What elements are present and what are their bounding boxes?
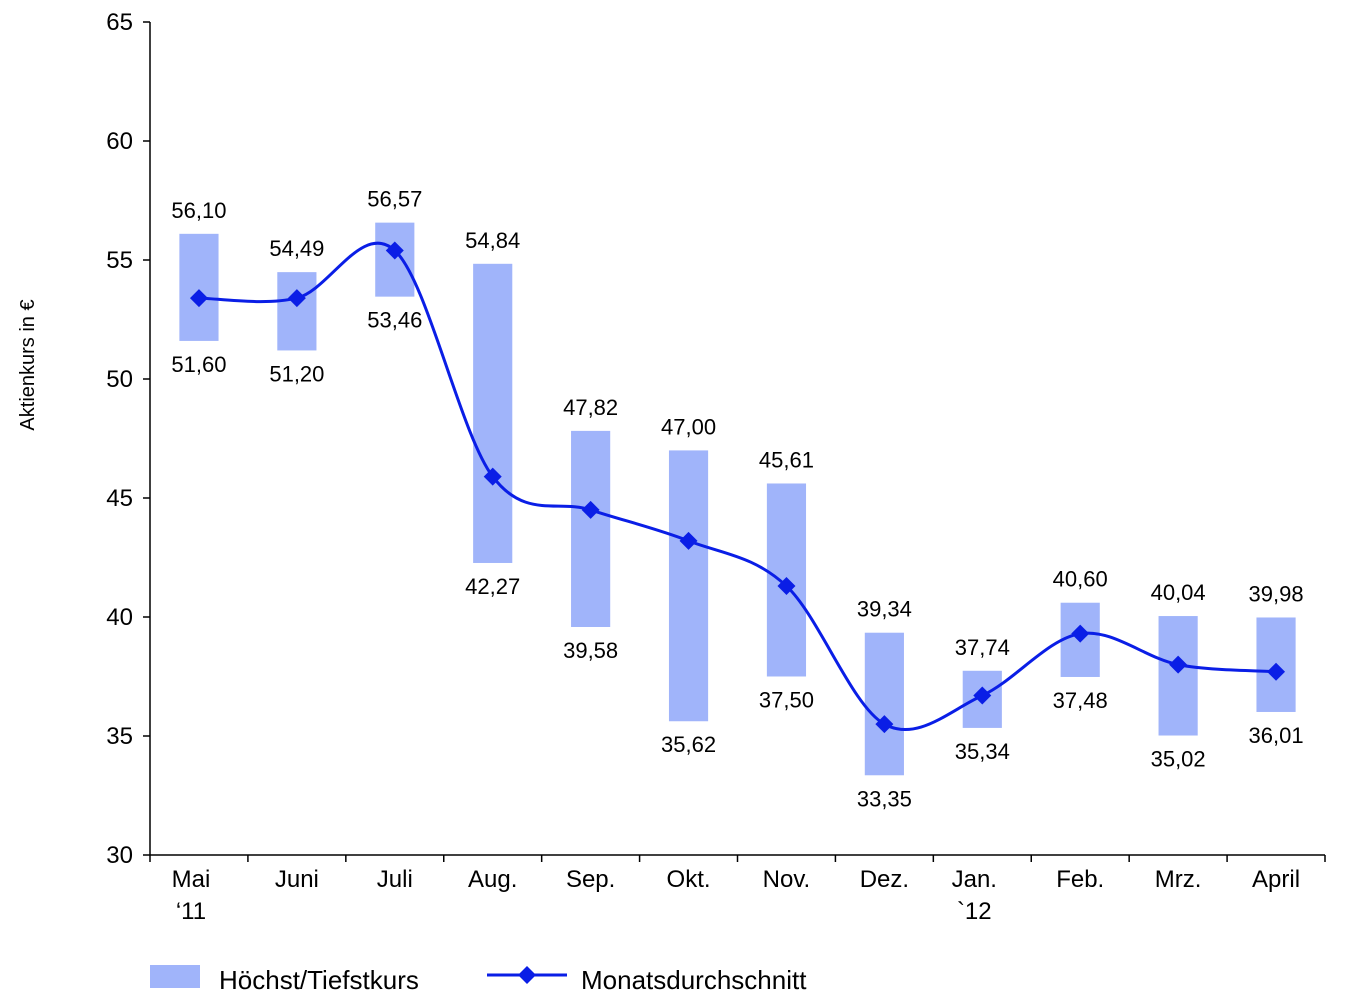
average-marker (1169, 655, 1188, 674)
y-tick-label: 30 (106, 842, 133, 869)
high-label: 54,84 (465, 228, 520, 253)
low-label: 51,20 (269, 361, 324, 386)
high-label: 56,57 (367, 187, 422, 212)
average-line-path (198, 241, 1277, 731)
x-tick-label-line: Sep. (566, 866, 615, 893)
high-label: 40,04 (1151, 580, 1206, 605)
average-marker (1071, 624, 1090, 643)
x-tick-label: Juli (377, 866, 413, 893)
low-label: 35,34 (955, 739, 1010, 764)
y-tick-label: 35 (106, 723, 133, 750)
x-tick-label: Feb. (1056, 866, 1104, 893)
average-marker (679, 531, 698, 550)
x-tick-label-line: April (1252, 866, 1300, 893)
x-tick-label-line: Okt. (667, 866, 711, 893)
low-label: 37,48 (1053, 688, 1108, 713)
range-bar (864, 632, 904, 776)
average-marker (189, 289, 208, 308)
x-tick-label-line: Nov. (763, 866, 811, 893)
low-label: 35,62 (661, 732, 716, 757)
high-label: 56,10 (171, 198, 226, 223)
x-ticks: Mai ‘11 Juni Juli Aug. Sep. Okt. Nov. Dez. Jan. `1… (149, 855, 1326, 925)
legend-label-range: Höchst/Tiefstkurs (219, 965, 419, 995)
high-label: 39,98 (1249, 581, 1304, 606)
x-tick-label: Nov. (763, 866, 811, 893)
range-bar (179, 233, 219, 341)
x-tick-label: Jan. `12 (952, 866, 997, 925)
range-bar (1158, 616, 1198, 736)
y-tick-label: 50 (106, 366, 133, 393)
range-bar (375, 222, 415, 297)
high-label: 47,00 (661, 414, 716, 439)
average-marker (483, 467, 502, 486)
high-label: 39,34 (857, 597, 912, 622)
range-bar (571, 430, 611, 627)
average-marker (581, 500, 600, 519)
high-label: 47,82 (563, 395, 618, 420)
x-tick-label-line: Mrz. (1155, 866, 1202, 893)
x-tick-label: Okt. (667, 866, 711, 893)
x-tick-label-line: Feb. (1056, 866, 1104, 893)
low-label: 42,27 (465, 574, 520, 599)
high-label: 40,60 (1053, 567, 1108, 592)
low-label: 35,02 (1151, 747, 1206, 772)
x-tick-label: April (1252, 866, 1300, 893)
x-tick-label-line: Dez. (860, 866, 909, 893)
x-tick-label-line: Juli (377, 866, 413, 893)
x-tick-label-line: Jan. (952, 866, 997, 893)
y-tick-label: 55 (106, 247, 133, 274)
axes (149, 22, 1325, 856)
x-tick-label: Sep. (566, 866, 615, 893)
range-bar (277, 272, 317, 351)
y-tick-label: 45 (106, 485, 133, 512)
high-label: 54,49 (269, 236, 324, 261)
y-axis-title: Aktienkurs in € (17, 299, 39, 430)
average-line (189, 241, 1286, 734)
x-tick-label-line: Aug. (468, 866, 517, 893)
x-tick-label: Dez. (860, 866, 909, 893)
x-tick-label-line: Juni (275, 866, 319, 893)
x-tick-label-line: Mai (172, 866, 211, 893)
average-marker (875, 715, 894, 734)
low-label: 36,01 (1249, 723, 1304, 748)
high-label: 37,74 (955, 635, 1010, 660)
range-bar (668, 450, 709, 722)
average-marker (1267, 662, 1286, 681)
x-tick-label-line: ‘11 (176, 898, 206, 925)
x-tick-label-line: `12 (957, 898, 992, 925)
average-marker (777, 577, 796, 596)
y-tick-label: 40 (106, 604, 133, 631)
low-label: 33,35 (857, 786, 912, 811)
high-label: 45,61 (759, 447, 814, 472)
average-marker (385, 241, 404, 260)
low-label: 37,50 (759, 688, 814, 713)
x-tick-label: Mai ‘11 (172, 866, 211, 925)
low-label: 39,58 (563, 638, 618, 663)
range-bar (473, 263, 513, 563)
y-tick-label: 60 (106, 128, 133, 155)
range-bars (179, 222, 1296, 776)
x-tick-label: Aug. (468, 866, 517, 893)
y-ticks: 30 35 40 45 50 55 60 65 (106, 9, 150, 869)
average-marker (287, 289, 306, 308)
y-tick-label: 65 (106, 9, 133, 36)
x-tick-label: Mrz. (1155, 866, 1202, 893)
data-labels: 56,10 51,60 54,49 51,20 56,57 53,46 54,84 42,27… (171, 187, 1303, 812)
legend-label-average: Monatsdurchschnitt (581, 965, 807, 995)
low-label: 51,60 (171, 352, 226, 377)
legend: Höchst/Tiefstkurs Monatsdurchschnitt (150, 965, 807, 995)
x-tick-label: Juni (275, 866, 319, 893)
average-marker (973, 686, 992, 705)
low-label: 53,46 (367, 308, 422, 333)
legend-marker-average (518, 966, 536, 984)
legend-swatch-range (150, 965, 200, 988)
